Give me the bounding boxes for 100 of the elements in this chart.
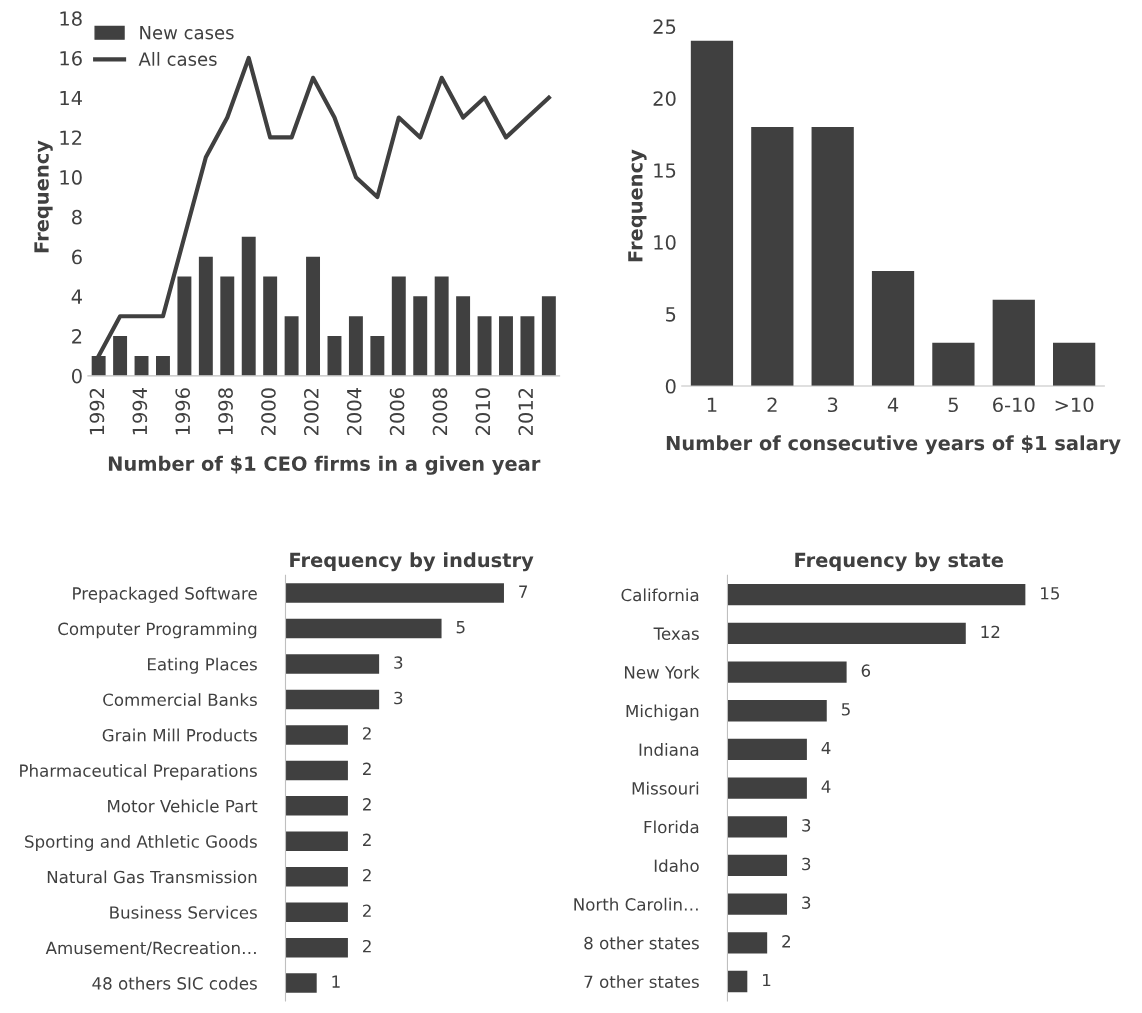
bar (727, 738, 807, 761)
data-label: 2 (363, 762, 371, 775)
bar (285, 583, 504, 603)
y-tick-label: Indiana (639, 743, 699, 756)
bar (541, 296, 556, 376)
data-label: 3 (802, 819, 811, 832)
bar (348, 316, 363, 376)
data-label: 12 (981, 625, 1000, 638)
data-label: 2 (782, 935, 790, 948)
x-tick-label: 2 (767, 397, 777, 412)
x-tick-label: 2008 (432, 388, 448, 435)
data-label: 5 (841, 703, 850, 716)
bar (285, 831, 348, 852)
y-tick-label: 8 (72, 209, 82, 225)
x-axis-title: Number of $1 CEO firms in a given year (108, 455, 541, 475)
bar (727, 777, 807, 799)
data-label: 3 (802, 857, 811, 871)
y-axis-title: Frequency (34, 140, 53, 253)
data-label: 2 (363, 833, 371, 846)
data-label: 3 (394, 691, 403, 705)
data-label: 2 (363, 727, 371, 740)
y-axis-title: Frequency (628, 149, 647, 262)
data-label: 4 (821, 780, 831, 793)
bar (434, 276, 449, 376)
bar (1053, 342, 1096, 386)
chart-title: Frequency by state (795, 552, 1004, 572)
y-tick-label: Motor Vehicle Part (108, 799, 258, 813)
bar (391, 276, 406, 376)
data-label: 5 (456, 621, 465, 634)
x-tick-label: 2002 (303, 388, 319, 435)
y-tick-label: Texas (653, 627, 699, 640)
bar (477, 316, 492, 376)
y-tick-label: Business Services (110, 905, 257, 919)
bar (932, 342, 975, 386)
data-label: 7 (519, 585, 528, 598)
bar (113, 336, 128, 376)
bar (499, 316, 513, 376)
y-tick-label: 16 (60, 50, 82, 66)
y-tick-label: Grain Mill Products (102, 728, 257, 742)
bar (727, 700, 827, 722)
x-tick-label: 2010 (475, 388, 491, 435)
x-tick-label: 1 (707, 397, 717, 412)
y-tick-label: Pharmaceutical Preparations (20, 764, 257, 781)
bar (285, 725, 348, 745)
bar (156, 355, 170, 376)
legend-label: New cases (140, 26, 234, 40)
y-tick-label: 25 (653, 19, 676, 34)
data-label: 3 (394, 656, 403, 669)
bar (727, 584, 1026, 606)
bar (727, 970, 748, 993)
x-axis-title: Number of consecutive years of $1 salary (666, 435, 1121, 455)
y-tick-label: 14 (60, 90, 82, 106)
legend-label: All cases (138, 51, 217, 66)
x-tick-label: 1996 (175, 388, 191, 435)
y-tick-label: Natural Gas Transmission (47, 870, 257, 884)
bar (198, 256, 213, 376)
bar (811, 127, 854, 386)
x-tick-label: 2000 (261, 388, 276, 435)
y-tick-label: 0 (71, 368, 82, 384)
data-label: 2 (363, 868, 371, 882)
data-label: 15 (1041, 587, 1060, 600)
x-tick-label: 5 (948, 397, 958, 413)
data-label: 2 (363, 904, 371, 917)
bar (285, 654, 380, 674)
y-tick-label: 7 other states (584, 975, 699, 989)
y-tick-label: 5 (666, 307, 676, 322)
bar (285, 760, 348, 781)
y-tick-label: 12 (60, 130, 82, 145)
y-tick-label: New York (624, 665, 700, 679)
bar (727, 932, 768, 954)
bar (727, 893, 788, 915)
y-tick-label: 18 (60, 11, 82, 26)
x-tick-label: 1992 (89, 388, 105, 435)
y-tick-label: 4 (71, 289, 82, 304)
x-tick-label: 1994 (132, 388, 148, 435)
data-label: 1 (763, 973, 771, 987)
y-tick-label: 15 (654, 163, 676, 178)
bar (413, 296, 428, 376)
y-tick-label: California (621, 588, 699, 602)
y-tick-label: Computer Programming (58, 622, 257, 639)
bar (285, 796, 348, 816)
bar (220, 276, 235, 376)
y-tick-label: 10 (60, 170, 82, 185)
y-tick-label: 0 (665, 378, 676, 394)
y-tick-label: Missouri (632, 781, 699, 795)
y-tick-label: Amusement/Recreation… (45, 941, 256, 956)
bar (520, 316, 535, 376)
y-tick-label: Sporting and Athletic Goods (25, 834, 257, 852)
y-tick-label: 20 (653, 91, 676, 106)
bar (285, 689, 380, 710)
bar (727, 661, 847, 683)
y-tick-label: Idaho (654, 859, 699, 873)
y-tick-label: 10 (654, 235, 676, 250)
y-tick-label: Eating Places (148, 657, 257, 674)
bar (285, 618, 442, 639)
bar (284, 316, 299, 376)
chart-title: Frequency by industry (290, 552, 534, 572)
data-label: 3 (802, 896, 811, 909)
bar (285, 973, 317, 993)
y-tick-label: 6 (72, 249, 82, 265)
